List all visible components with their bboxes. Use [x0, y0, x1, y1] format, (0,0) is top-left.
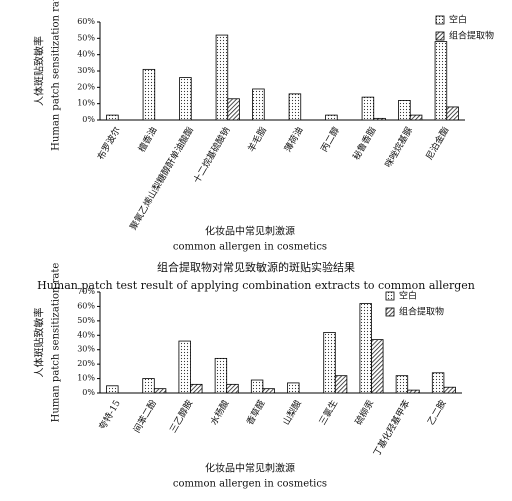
x-tick-label: 三氯生 — [316, 398, 340, 427]
bar — [288, 93, 302, 121]
x-tick-label: 山梨酸 — [280, 398, 304, 427]
x-tick-label: 乙二胺 — [425, 398, 449, 427]
bar — [214, 357, 228, 394]
chart-subtitle: Human patch test result of applying comb… — [37, 279, 475, 292]
x-tick-label: 羊毛脂 — [245, 125, 269, 154]
x-axis-title-en: common allergen in cosmetics — [173, 242, 327, 253]
bar — [323, 331, 336, 394]
y-axis-title-en: Human patch sensitization rate — [51, 0, 62, 151]
x-tick-label: 咪唑烷基脲 — [382, 125, 415, 170]
x-tick-label: 香草醛 — [244, 398, 268, 427]
bar — [142, 378, 155, 394]
y-axis-title-en: Human patch sensitization rate — [51, 263, 62, 423]
x-tick-label: 十二烷基硫酸钠 — [191, 125, 233, 186]
x-tick-label: 布罗波尔 — [95, 125, 123, 162]
bar — [287, 382, 300, 394]
bar — [431, 372, 445, 394]
x-tick-label: 秘鲁香脂 — [350, 125, 378, 162]
bar — [373, 117, 386, 121]
legend-label: 空白 — [449, 14, 467, 26]
legend-swatch — [385, 291, 395, 301]
bar — [446, 106, 459, 121]
bar — [262, 388, 275, 394]
x-tick-label: 水杨酸 — [208, 398, 232, 427]
bar — [371, 339, 384, 394]
y-tick-label: 10% — [77, 99, 95, 108]
legend-swatch — [435, 31, 445, 41]
bar — [190, 383, 203, 394]
bar — [334, 375, 348, 394]
bar — [252, 88, 265, 121]
x-tick-label: 尼泊金酯 — [423, 125, 451, 162]
x-axis-title: 化妆品中常见刺激源 — [205, 225, 295, 238]
y-tick-label: 20% — [77, 82, 95, 91]
x-tick-label: 丁基化羟基甲苯 — [371, 398, 413, 459]
bar — [153, 388, 167, 394]
bar — [395, 375, 409, 394]
y-tick-label: 20% — [77, 359, 95, 368]
x-tick-label: 夸特-15 — [96, 398, 123, 432]
y-tick-label: 30% — [77, 66, 95, 75]
x-tick-label: 檀香油 — [136, 125, 160, 154]
y-tick-label: 60% — [77, 17, 95, 26]
bar — [409, 114, 423, 121]
x-axis-title-en: common allergen in cosmetics — [173, 479, 327, 490]
legend-label: 组合提取物 — [399, 306, 444, 318]
legend-swatch — [435, 15, 445, 25]
x-tick-label: 丙二醇 — [318, 125, 342, 154]
bar — [106, 114, 119, 121]
bar — [215, 34, 229, 121]
bar — [407, 389, 420, 394]
x-tick-label: 薄荷油 — [282, 125, 306, 154]
bar — [106, 385, 119, 394]
y-axis-title: 人体斑贴致敏率 — [33, 36, 46, 106]
y-tick-label: 50% — [77, 33, 95, 42]
bar — [434, 41, 448, 121]
bar — [250, 379, 264, 394]
bar — [227, 98, 240, 121]
y-tick-label: 10% — [77, 374, 95, 383]
y-axis-title: 人体斑贴致敏率 — [33, 308, 46, 378]
legend-label: 组合提取物 — [449, 30, 494, 42]
y-tick-label: 0% — [82, 115, 95, 124]
y-tick-label: 30% — [77, 345, 95, 354]
y-tick-label: 60% — [77, 301, 95, 310]
y-tick-label: 40% — [77, 50, 95, 59]
x-tick-label: 硫柳汞 — [352, 398, 376, 427]
y-tick-label: 40% — [77, 330, 95, 339]
bar — [443, 386, 456, 394]
x-tick-label: 三乙醇胺 — [167, 398, 195, 435]
y-tick-label: 50% — [77, 316, 95, 325]
bar — [142, 68, 156, 121]
bar — [325, 114, 338, 121]
y-tick-label: 70% — [77, 287, 95, 296]
bar — [359, 303, 372, 394]
legend-swatch — [385, 307, 395, 317]
bar — [178, 340, 191, 394]
x-tick-label: 聚氧乙烯山梨糖醇酐单油酸酯 — [127, 125, 196, 232]
bar — [179, 77, 192, 121]
y-tick-label: 0% — [82, 388, 95, 397]
chart-title: 组合提取物对常见致敏源的斑贴实验结果 — [157, 260, 355, 274]
bar — [226, 383, 239, 394]
legend-label: 空白 — [399, 290, 417, 302]
bar — [361, 96, 375, 121]
x-axis-title: 化妆品中常见刺激源 — [205, 462, 295, 475]
x-tick-label: 间苯二酚 — [131, 398, 159, 435]
bar — [398, 100, 411, 121]
